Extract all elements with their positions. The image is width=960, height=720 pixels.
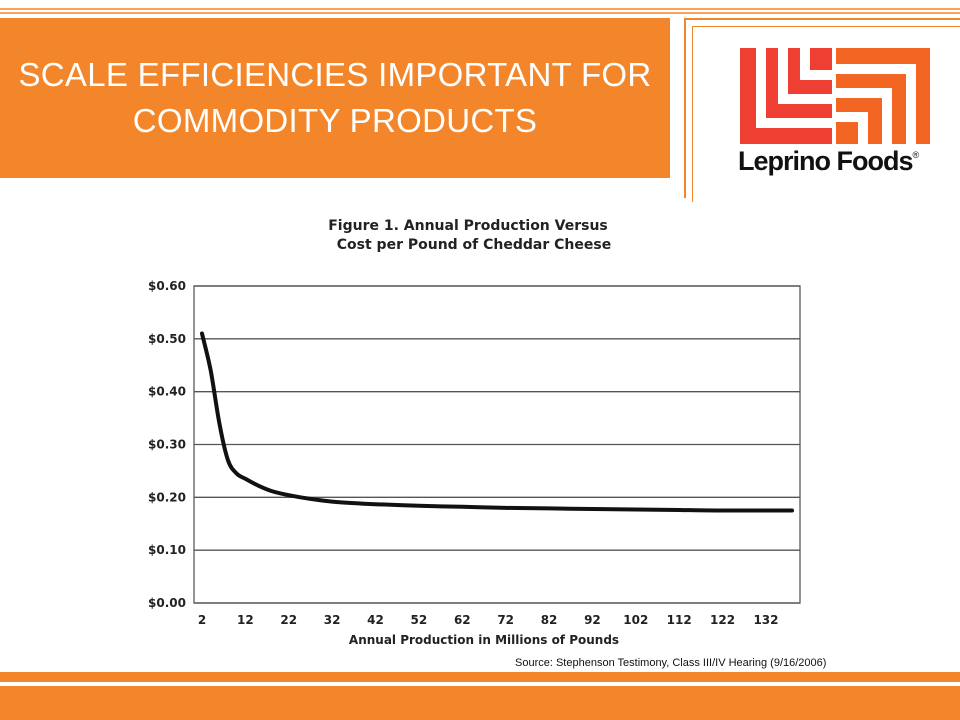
x-tick-label: 92 (584, 613, 601, 627)
x-axis-label: Annual Production in Millions of Pounds (349, 633, 619, 647)
x-tick-label: 72 (497, 613, 514, 627)
logo-wordmark-text: Leprino Foods (738, 146, 913, 176)
y-tick-label: $0.10 (148, 543, 186, 557)
x-tick-label: 32 (324, 613, 341, 627)
slide-title: SCALE EFFICIENCIES IMPORTANT FOR COMMODI… (15, 52, 655, 144)
y-tick-label: $0.30 (148, 438, 186, 452)
y-tick-label: $0.50 (148, 332, 186, 346)
title-banner: SCALE EFFICIENCIES IMPORTANT FOR COMMODI… (0, 18, 670, 178)
source-note: Source: Stephenson Testimony, Class III/… (515, 657, 827, 669)
x-tick-label: 52 (411, 613, 428, 627)
x-tick-label: 112 (667, 613, 692, 627)
cost-curve-line (200, 331, 794, 513)
x-tick-label: 42 (367, 613, 384, 627)
top-rule-2 (0, 12, 960, 14)
x-tick-label: 62 (454, 613, 471, 627)
x-tick-label: 102 (623, 613, 648, 627)
x-tick-label: 12 (237, 613, 254, 627)
x-tick-label: 82 (541, 613, 558, 627)
logo-wordmark: Leprino Foods® (738, 146, 919, 177)
top-rule-1 (0, 8, 960, 10)
y-tick-label: $0.40 (148, 385, 186, 399)
bottom-band-1 (0, 672, 960, 682)
y-tick-label: $0.60 (148, 279, 186, 293)
bottom-band-2 (0, 686, 960, 720)
y-tick-label: $0.00 (148, 596, 186, 610)
registered-mark: ® (912, 150, 919, 160)
x-tick-label: 22 (280, 613, 297, 627)
logo-red-block (740, 48, 832, 144)
x-tick-label: 2 (198, 613, 206, 627)
slide-title-line-1: SCALE EFFICIENCIES IMPORTANT FOR (18, 56, 652, 93)
logo-orange-block (836, 48, 930, 144)
chart-title-line-2: Cost per Pound of Cheddar Cheese (337, 237, 611, 253)
x-tick-label: 122 (710, 613, 735, 627)
x-tick-label: 132 (753, 613, 778, 627)
slide-title-line-2: COMMODITY PRODUCTS (132, 102, 538, 139)
logo-frame-outer (684, 18, 960, 198)
logo-frame-inner (692, 26, 960, 202)
leprino-logo-mark (740, 48, 930, 144)
chart-title-line-1: Figure 1. Annual Production Versus (328, 218, 608, 234)
y-tick-label: $0.20 (148, 490, 186, 504)
